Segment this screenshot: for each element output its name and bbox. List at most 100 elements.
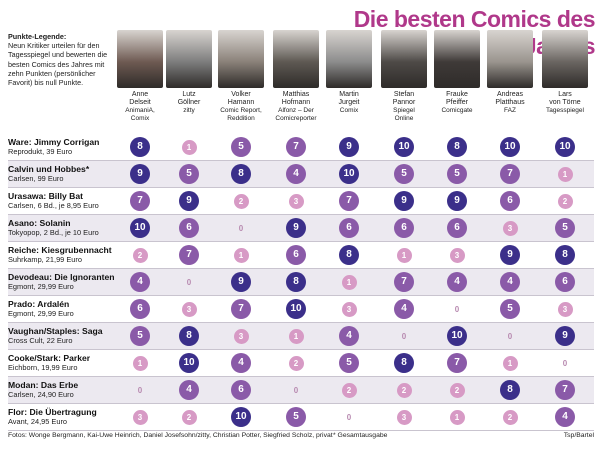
comic-publisher: Reprodukt, 39 Euro <box>8 147 73 156</box>
critic-publication-2: Comicreporter <box>275 114 317 122</box>
score-circle: 5 <box>394 164 414 184</box>
table-row: Prado: Ardalén Egmont, 29,99 Euro 6 3 7 10 3 4 0… <box>8 296 594 322</box>
critic-photo <box>326 30 372 88</box>
critic-publication: AnimaniA, <box>125 107 155 114</box>
score-circle: 8 <box>394 353 414 373</box>
score-circle: 4 <box>231 353 251 373</box>
score-circle: 2 <box>233 193 249 209</box>
row-divider <box>8 268 594 269</box>
score-circle: 4 <box>555 407 575 427</box>
score-circle: 1 <box>288 328 304 344</box>
table-row: Reiche: Kiesgrubennacht Suhrkamp, 21,99 E… <box>8 242 594 268</box>
critic-photo <box>381 30 427 88</box>
score-circle: 8 <box>130 137 150 157</box>
comic-title: Flor: Die Übertragung <box>8 407 97 417</box>
table-row: Cooke/Stark: Parker Eichborn, 19,99 Euro 1… <box>8 350 594 376</box>
score-circle: 3 <box>396 409 412 425</box>
comic-info: Modan: Das Erbe Carlsen, 24,90 Euro <box>8 380 118 399</box>
comic-title: Prado: Ardalén <box>8 299 70 309</box>
critic-first-name: Frauke <box>446 91 468 98</box>
score-circle: 7 <box>286 137 306 157</box>
score-circle: 3 <box>288 193 304 209</box>
score-circle: 8 <box>179 326 199 346</box>
comic-info: Asano: Solanin Tokyopop, 2 Bd., je 10 Eur… <box>8 218 118 237</box>
score-circle: 5 <box>231 137 251 157</box>
score-circle: 10 <box>130 218 150 238</box>
score-circle: 4 <box>339 326 359 346</box>
score-circle: 5 <box>286 407 306 427</box>
critic-column-header: Matthias Hofmann Alfonz – Der Comicreporter <box>268 30 324 122</box>
score-circle: 7 <box>231 299 251 319</box>
score-circle: 9 <box>179 191 199 211</box>
table-row: Calvin und Hobbes* Carlsen, 99 Euro 9 5 8 4 10… <box>8 161 594 187</box>
row-divider <box>8 241 594 242</box>
row-divider <box>8 403 594 404</box>
critic-publication: Comix <box>339 107 359 114</box>
score-circle: 6 <box>179 218 199 238</box>
score-circle: 10 <box>231 407 251 427</box>
comic-title: Ware: Jimmy Corrigan <box>8 137 100 147</box>
critic-first-name: Matthias <box>282 91 310 98</box>
critic-first-name: Stefan <box>393 91 415 98</box>
critic-first-name: Lutz <box>182 91 196 98</box>
comic-publisher: Tokyopop, 2 Bd., je 10 Euro <box>8 228 99 237</box>
critic-photo <box>273 30 319 88</box>
critic-publication-2: Comix <box>130 114 150 122</box>
critic-first-name: Martin <box>339 91 359 98</box>
legend-text: Neun Kritiker urteilen für den Tagesspie… <box>8 41 108 88</box>
score-circle: 2 <box>502 409 518 425</box>
score-circle: 2 <box>288 355 304 371</box>
score-circle: 2 <box>557 193 573 209</box>
comic-title: Calvin und Hobbes* <box>8 164 90 174</box>
critic-column-header: Volker Hamann Comic Report, Reddition <box>213 30 269 122</box>
row-divider <box>8 187 594 188</box>
score-circle: 9 <box>555 326 575 346</box>
critic-column-header: Andreas Platthaus FAZ <box>482 30 538 115</box>
score-circle: 0 <box>507 331 513 341</box>
critic-photo <box>542 30 588 88</box>
row-divider <box>8 349 594 350</box>
score-circle: 8 <box>447 137 467 157</box>
comic-title: Cooke/Stark: Parker <box>8 353 91 363</box>
critic-last-name: Hamann <box>227 99 255 106</box>
score-circle: 7 <box>394 272 414 292</box>
score-circle: 1 <box>233 247 249 263</box>
score-circle: 1 <box>181 139 197 155</box>
comic-title: Urasawa: Billy Bat <box>8 191 83 201</box>
row-divider <box>8 376 594 377</box>
score-circle: 9 <box>447 191 467 211</box>
score-circle: 0 <box>293 385 299 395</box>
critic-column-header: Stefan Pannor Spiegel Online <box>376 30 432 122</box>
score-circle: 0 <box>137 385 143 395</box>
score-circle: 4 <box>447 272 467 292</box>
score-circle: 6 <box>447 218 467 238</box>
score-circle: 3 <box>502 220 518 236</box>
critic-last-name: Hofmann <box>281 99 311 106</box>
table-row: Ware: Jimmy Corrigan Reprodukt, 39 Euro 8 1… <box>8 134 594 160</box>
score-circle: 0 <box>346 412 352 422</box>
critic-last-name: Pfeiffer <box>445 99 469 106</box>
comic-publisher: Carlsen, 6 Bd., je 8,95 Euro <box>8 201 99 210</box>
score-circle: 9 <box>500 245 520 265</box>
score-circle: 0 <box>186 277 192 287</box>
critic-column-header: Anne Delseit AnimaniA, Comix <box>112 30 168 122</box>
table-row: Urasawa: Billy Bat Carlsen, 6 Bd., je 8,9… <box>8 188 594 214</box>
comic-info: Urasawa: Billy Bat Carlsen, 6 Bd., je 8,9… <box>8 191 118 210</box>
score-circle: 6 <box>231 380 251 400</box>
critic-last-name: Göllner <box>177 99 201 106</box>
critic-last-name: Pannor <box>392 99 416 106</box>
score-circle: 6 <box>500 191 520 211</box>
score-circle: 7 <box>447 353 467 373</box>
score-circle: 4 <box>500 272 520 292</box>
score-circle: 0 <box>454 304 460 314</box>
critic-last-name: Platthaus <box>495 99 525 106</box>
critic-column-header: Martin Jurgeit Comix <box>321 30 377 115</box>
critic-last-name: von Törne <box>549 99 581 106</box>
critic-publication: zitty <box>183 107 195 114</box>
score-circle: 0 <box>401 331 407 341</box>
score-circle: 1 <box>341 274 357 290</box>
source-credit: Tsp/Bartel <box>563 432 594 439</box>
comic-info: Reiche: Kiesgrubennacht Suhrkamp, 21,99 E… <box>8 245 118 264</box>
score-circle: 6 <box>286 245 306 265</box>
score-circle: 10 <box>179 353 199 373</box>
